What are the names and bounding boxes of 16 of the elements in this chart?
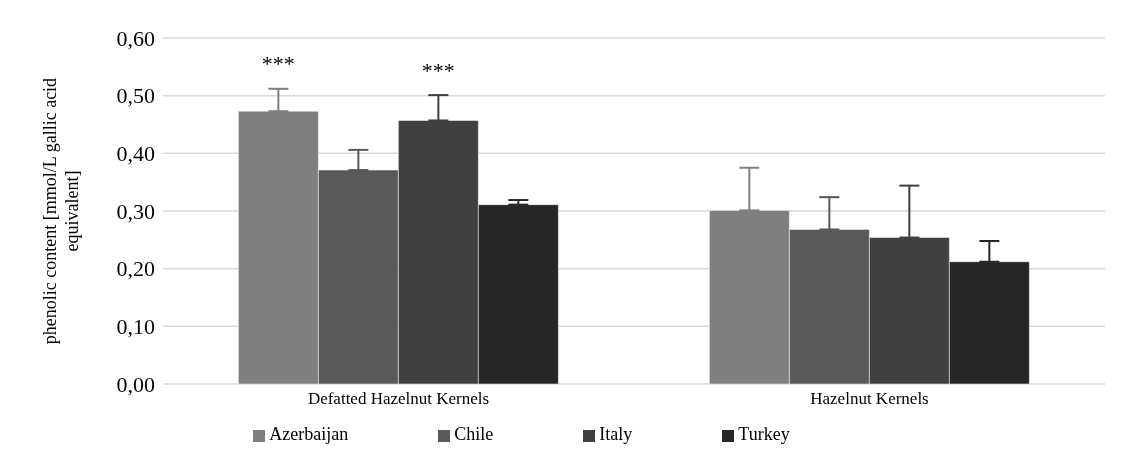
legend-label: Italy (599, 424, 633, 444)
y-tick-label: 0,50 (116, 83, 155, 109)
legend-label: Azerbaijan (269, 424, 349, 444)
y-tick-label: 0,40 (116, 141, 155, 167)
annotation: *** (261, 51, 295, 77)
y-tick-label: 0,00 (116, 371, 155, 397)
annotation: *** (421, 57, 455, 83)
y-tick-label: 0,20 (116, 256, 155, 282)
x-tick-label: Hazelnut Kernels (810, 389, 929, 409)
y-tick-label: 0,10 (116, 314, 155, 340)
legend-label: Chile (454, 424, 494, 444)
y-tick-label: 0,30 (116, 198, 155, 224)
y-tick-label: 0,60 (116, 25, 155, 51)
legend-label: Turkey (738, 424, 790, 444)
x-tick-label: Defatted Hazelnut Kernels (307, 389, 490, 409)
y-axis-title: phenolic content [mmol/L gallic acid equivalent] (40, 77, 82, 345)
